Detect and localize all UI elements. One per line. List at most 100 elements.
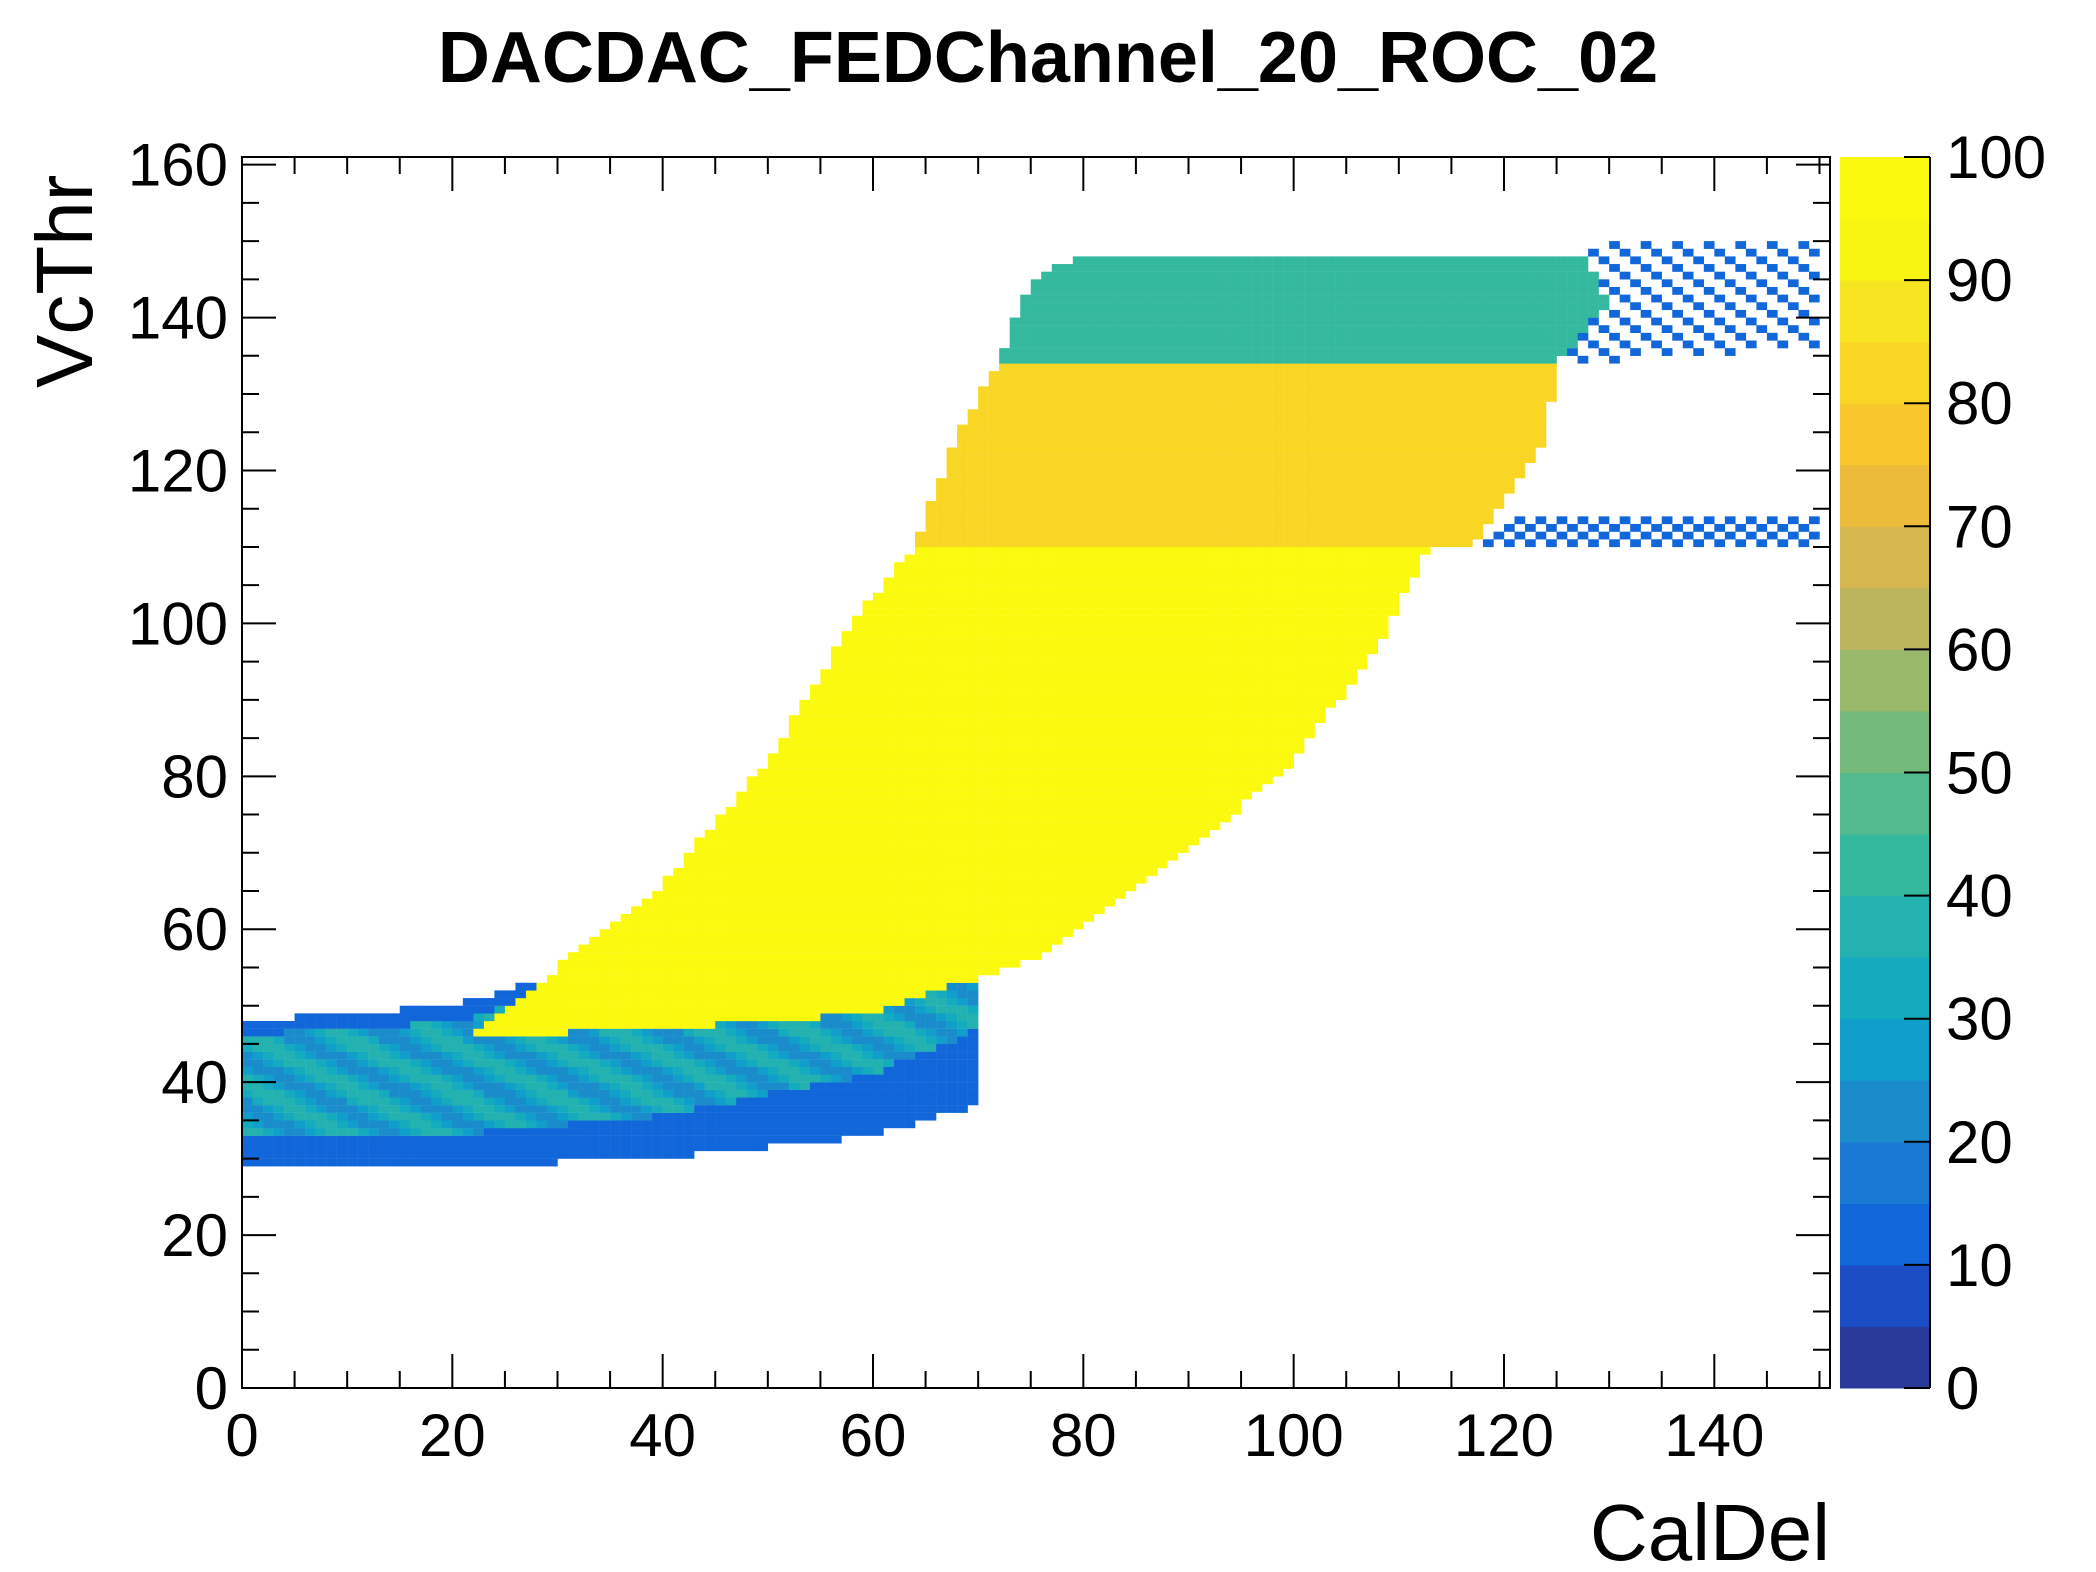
heatmap-cell [1072,416,1084,425]
heatmap-cell [1009,569,1021,578]
heatmap-cell [1114,852,1126,861]
heatmap-cell [683,929,695,938]
heatmap-cell [1156,837,1168,846]
heatmap-cell [894,776,905,785]
heatmap-cell [894,577,905,586]
heatmap-cell [999,661,1010,670]
heatmap-cell [1146,340,1158,349]
heatmap-cell [1241,325,1252,334]
heatmap-cell [1072,883,1084,892]
heatmap-cell [1146,577,1158,586]
heatmap-cell [767,1013,779,1022]
heatmap-cell [1020,409,1031,418]
heatmap-cell [830,1059,842,1068]
heatmap-cell [915,768,926,777]
heatmap-cell [988,906,1000,915]
heatmap-cell [883,653,895,662]
heatmap-cell [1125,799,1137,808]
heatmap-cell [872,1097,884,1106]
heatmap-cell [957,439,968,448]
heatmap-cell [578,1051,590,1060]
heatmap-cell [988,508,1000,517]
heatmap-cell [1041,409,1052,418]
heatmap-cell [957,906,968,915]
heatmap-cell [904,1074,916,1083]
heatmap-cell [1156,791,1168,800]
heatmap-cell [1146,516,1158,525]
heatmap-cell [1041,271,1052,280]
heatmap-cell [988,378,1000,387]
heatmap-cell [1009,371,1021,379]
heatmap-cell [999,906,1010,915]
heatmap-cell [1093,485,1105,494]
heatmap-cell [1030,569,1042,578]
heatmap-cell [894,967,905,976]
heatmap-cell [1009,485,1021,494]
heatmap-cell [957,531,968,540]
heatmap-cell [641,1112,653,1121]
heatmap-cell [1220,478,1231,486]
heatmap-cell [1020,363,1031,372]
heatmap-cell [357,1059,369,1068]
heatmap-cell [294,1135,306,1144]
heatmap-cell [378,1051,390,1060]
heatmap-cell [1125,837,1137,846]
heatmap-cell [1041,286,1052,295]
heatmap-cell [851,761,863,769]
heatmap-cell [883,1089,895,1098]
heatmap-cell [957,478,968,486]
heatmap-cell [809,845,821,853]
heatmap-cell [1135,401,1147,410]
heatmap-cell [694,1089,705,1098]
heatmap-cell [336,1105,348,1113]
heatmap-cell [1241,378,1252,387]
heatmap-cell [1083,516,1095,525]
heatmap-cell [704,852,716,861]
heatmap-cell [1020,317,1031,326]
heatmap-cell [778,906,790,915]
heatmap-cell [662,967,674,976]
heatmap-cell [652,1051,663,1060]
heatmap-cell [1083,478,1095,486]
heatmap-cell [988,753,1000,762]
heatmap-cell [915,631,926,639]
heatmap-cell [841,1059,853,1068]
heatmap-cell [462,1036,474,1045]
heatmap-cell [988,371,1000,379]
heatmap-cell [631,1135,642,1144]
heatmap-cell [1220,455,1231,463]
heatmap-cell [894,913,905,922]
heatmap-cell [662,1097,674,1106]
heatmap-cell [978,913,989,922]
heatmap-cell [872,1013,884,1022]
heatmap-cell [915,776,926,785]
heatmap-cell [1114,271,1126,280]
heatmap-cell [1072,653,1084,662]
heatmap-cell [957,516,968,525]
heatmap-cell [746,936,758,945]
heatmap-cell [431,1082,443,1090]
heatmap-cell [1093,332,1105,341]
heatmap-cell [946,577,958,586]
heatmap-cell [988,424,1000,433]
heatmap-cell [1177,294,1189,303]
heatmap-cell [725,1074,737,1083]
heatmap-cell [1009,577,1021,586]
heatmap-cell [967,501,979,509]
heatmap-cell [967,432,979,441]
heatmap-cell [988,600,1000,609]
heatmap-cell [1156,317,1168,326]
heatmap-cell [809,891,821,899]
heatmap-cell [578,1128,590,1136]
heatmap-cell [957,967,968,976]
heatmap-cell [967,470,979,479]
heatmap-cell [946,753,958,762]
heatmap-cell [1041,722,1052,731]
heatmap-cell [1125,783,1137,792]
heatmap-cell [273,1051,285,1060]
heatmap-cell [1072,394,1084,402]
heatmap-cell [326,1105,337,1113]
heatmap-cell [799,837,811,846]
heatmap-cell [1093,883,1105,892]
heatmap-cell [925,967,937,976]
